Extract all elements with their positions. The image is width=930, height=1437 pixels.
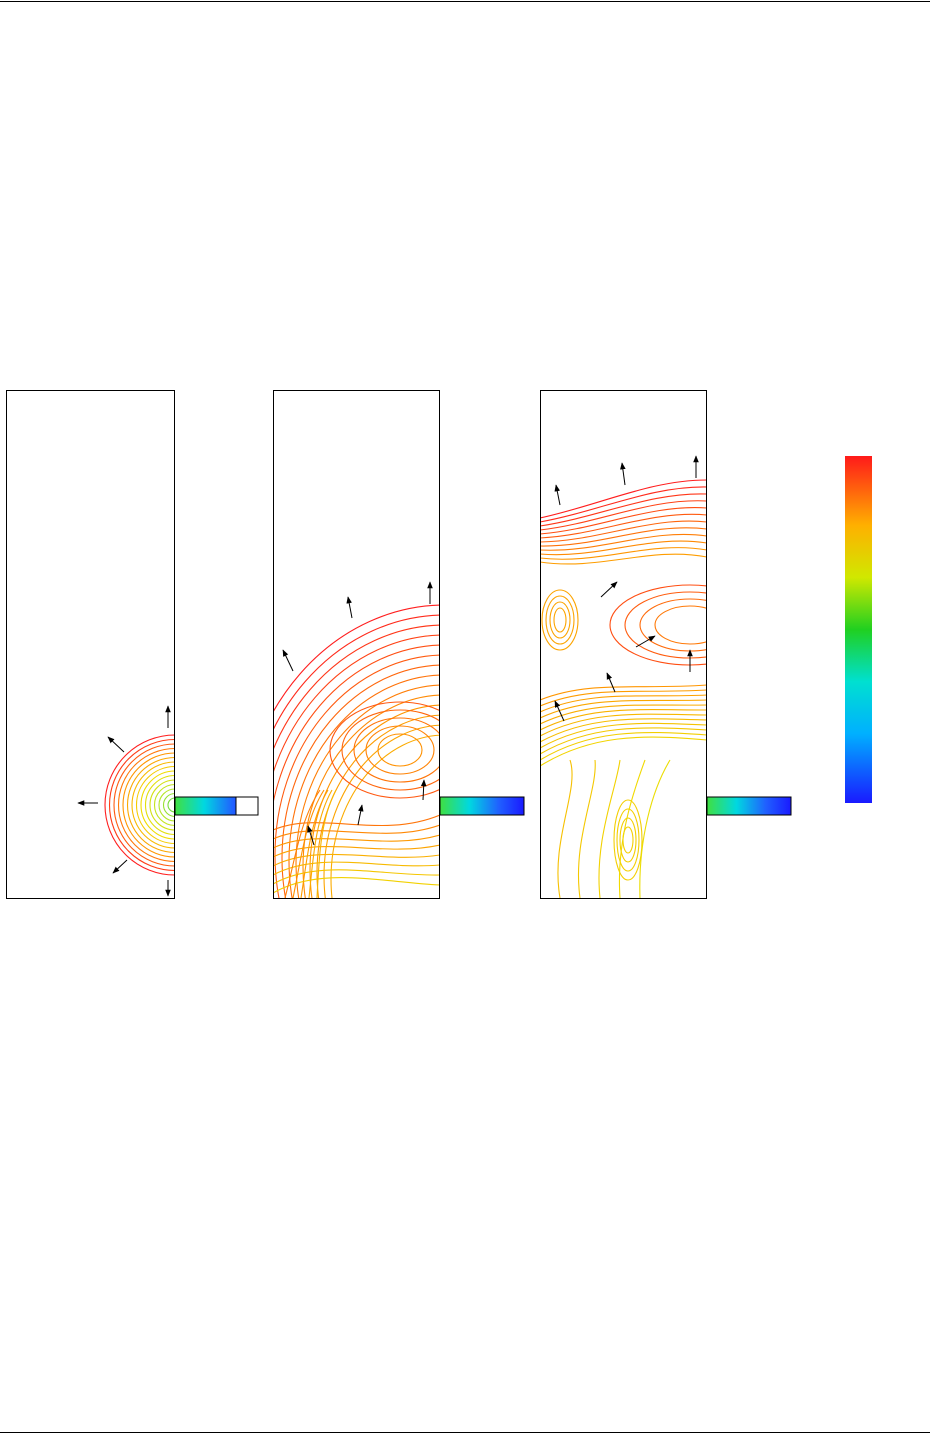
contour-line [553,607,567,633]
contour-line [274,654,440,898]
contour-line [540,684,707,701]
contour-line [540,731,707,761]
contour-line [167,797,175,813]
contour-line [330,734,440,898]
contour-line [104,734,175,876]
contour-line [122,752,175,858]
contour-line [598,759,621,898]
contour-panel-1 [104,734,175,876]
contour-line [654,605,707,645]
contour-panel-3 [540,479,707,898]
contour-line [149,779,175,831]
contour-line [323,724,440,898]
contour-line [302,694,440,898]
contour-line [353,717,440,783]
contour-panel-2 [273,604,440,898]
contour-line [126,756,175,854]
arrows [77,455,699,897]
contour-line [540,540,707,556]
contour-line [540,722,707,749]
contour-line [273,877,440,894]
contour-line [131,761,175,849]
contour-line [540,704,707,725]
contour-line [540,500,707,531]
contour-line [162,792,175,818]
contour-line [577,759,596,898]
contour-line [295,684,440,898]
contour-line [281,664,440,898]
contour-line [540,713,707,737]
contour-line [273,814,440,831]
contour-line [113,743,175,867]
contour-line [365,725,435,775]
contour-line [117,747,175,863]
contour-line [158,788,175,822]
contour-line [316,789,337,898]
contour-line [557,759,573,898]
contour-line [377,733,423,767]
contour-line [541,589,579,651]
contour-line [140,770,175,840]
contour-line [135,765,175,845]
contour-line [540,727,707,755]
contour-line [108,738,175,872]
contour-line [273,614,440,732]
contour-line [273,853,440,867]
contour-line [540,699,707,719]
contour-line [619,817,637,863]
contour-line [273,644,440,898]
contour-line [273,824,440,840]
contour-line [316,714,440,898]
contour-line [309,704,440,898]
contour-line [284,789,321,898]
contour-line [639,759,671,898]
contour-line [618,759,646,898]
contour-line [540,493,707,527]
contour-line [273,634,440,775]
contour-line [540,479,707,519]
contour-line [540,527,707,547]
contour-line [540,533,707,551]
contour-line [540,513,707,539]
contour-line [540,709,707,731]
contour-line [540,689,707,707]
contour-line [624,591,707,659]
contour-line [273,861,440,876]
contour-line [292,789,325,898]
contour-line [540,736,707,767]
contour-line [540,486,707,523]
panel-frames [6,390,792,899]
colorbar [845,456,872,803]
contour-line [540,507,707,535]
contour-line [144,774,175,836]
contour-line [616,808,640,872]
contour-line [549,601,571,639]
contour-line [273,834,440,849]
contour-line [545,595,575,645]
contour-line [288,674,440,898]
contour-line [341,709,440,791]
contour-line [153,783,175,827]
contour-line [540,718,707,743]
contour-line [300,789,329,898]
contour-line [540,520,707,543]
contour-line [540,553,707,565]
contour-line [308,789,333,898]
contour-line [613,799,643,881]
contour-line [273,844,440,858]
contour-line [329,701,440,799]
contour-line [540,547,707,560]
